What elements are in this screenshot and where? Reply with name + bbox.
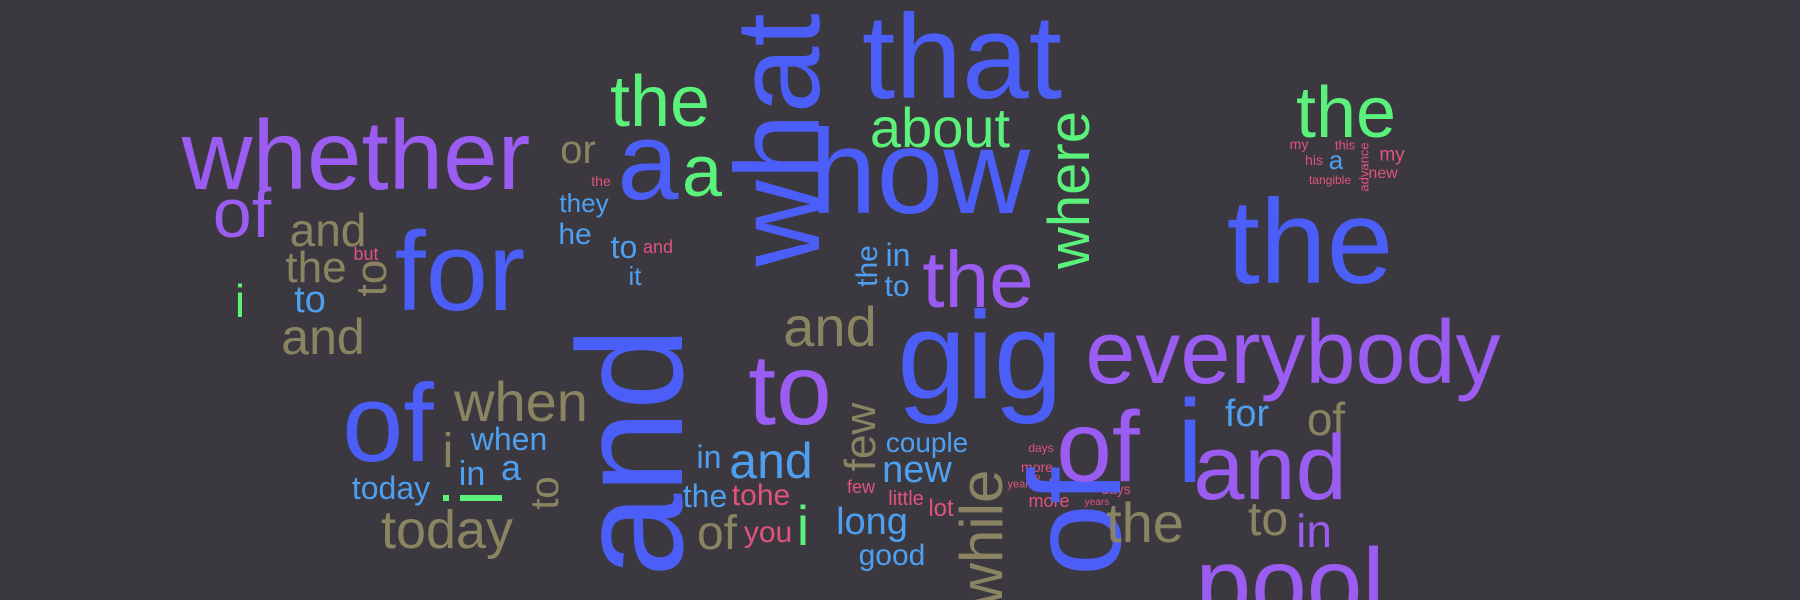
word: to xyxy=(347,259,396,297)
word: how xyxy=(809,105,1031,239)
word: little xyxy=(888,488,924,510)
word: pool xyxy=(1195,528,1385,600)
word: but xyxy=(353,244,379,264)
word: his xyxy=(1305,152,1323,168)
word: days xyxy=(1101,481,1131,497)
word: of xyxy=(1306,393,1346,445)
word: the xyxy=(285,243,347,292)
word: this xyxy=(1334,137,1356,153)
word: in xyxy=(885,237,911,273)
word: my xyxy=(1289,136,1309,152)
word: or xyxy=(560,128,596,172)
word: gig xyxy=(897,287,1063,425)
word: the xyxy=(1226,175,1394,309)
word: whether xyxy=(181,100,531,210)
word: today xyxy=(351,470,431,506)
word: to xyxy=(523,476,567,510)
word: and xyxy=(281,309,365,365)
word: to xyxy=(1247,493,1289,546)
word: years xyxy=(1007,478,1035,491)
word: and xyxy=(289,204,367,256)
word: where xyxy=(1037,111,1102,269)
word: more xyxy=(1028,491,1070,511)
word: i xyxy=(442,425,454,478)
word: days xyxy=(1028,441,1054,455)
word: few xyxy=(846,477,876,497)
word: and xyxy=(729,433,813,489)
underline-mark xyxy=(443,495,449,501)
word: the xyxy=(591,173,611,189)
word: and xyxy=(546,326,714,578)
word: of xyxy=(342,362,434,485)
word: when xyxy=(470,421,548,457)
word: couple xyxy=(885,427,969,458)
word: that xyxy=(861,0,1063,124)
word: and xyxy=(783,295,877,358)
word: when xyxy=(454,370,588,433)
word: a xyxy=(500,447,522,488)
word: more xyxy=(1021,459,1053,475)
word: in xyxy=(1296,505,1332,557)
word: for xyxy=(394,209,526,334)
word: to xyxy=(610,229,638,265)
word: in xyxy=(696,439,722,475)
word: in xyxy=(458,455,486,493)
word: of xyxy=(1056,391,1140,503)
word: of xyxy=(212,174,272,252)
word: new xyxy=(1368,165,1398,182)
word: i xyxy=(1176,376,1204,508)
word: you xyxy=(743,516,793,549)
word: good xyxy=(858,539,926,572)
word: to xyxy=(748,334,832,446)
word: tangible xyxy=(1308,173,1352,187)
word: tohe xyxy=(731,479,791,512)
word: a xyxy=(1328,145,1344,175)
word: few xyxy=(836,402,885,472)
word: he xyxy=(558,218,592,251)
word: the xyxy=(682,478,728,514)
word: today xyxy=(380,500,514,560)
word: it xyxy=(628,261,642,291)
word: the xyxy=(1295,73,1397,153)
word: everybody xyxy=(1085,303,1501,403)
word: years xyxy=(1084,497,1110,508)
word: hours xyxy=(1048,476,1094,496)
word: lot xyxy=(928,495,954,522)
underline-mark xyxy=(460,495,502,501)
word: to xyxy=(294,279,326,321)
word: to xyxy=(884,270,910,303)
word: long xyxy=(836,501,908,543)
word: i xyxy=(796,494,810,557)
word: of xyxy=(696,507,738,560)
word: the xyxy=(609,62,711,142)
word: new xyxy=(882,449,952,491)
word: they xyxy=(559,188,609,218)
word: the xyxy=(851,245,884,287)
word: the xyxy=(922,235,1034,324)
word: for xyxy=(1224,393,1270,435)
word: and xyxy=(642,237,674,257)
word: the xyxy=(1106,491,1184,554)
word: a xyxy=(681,132,723,212)
word: i xyxy=(234,275,246,327)
word: my xyxy=(1379,144,1405,166)
word: and xyxy=(1193,417,1347,519)
word: about xyxy=(869,96,1011,159)
word: a xyxy=(617,100,679,223)
